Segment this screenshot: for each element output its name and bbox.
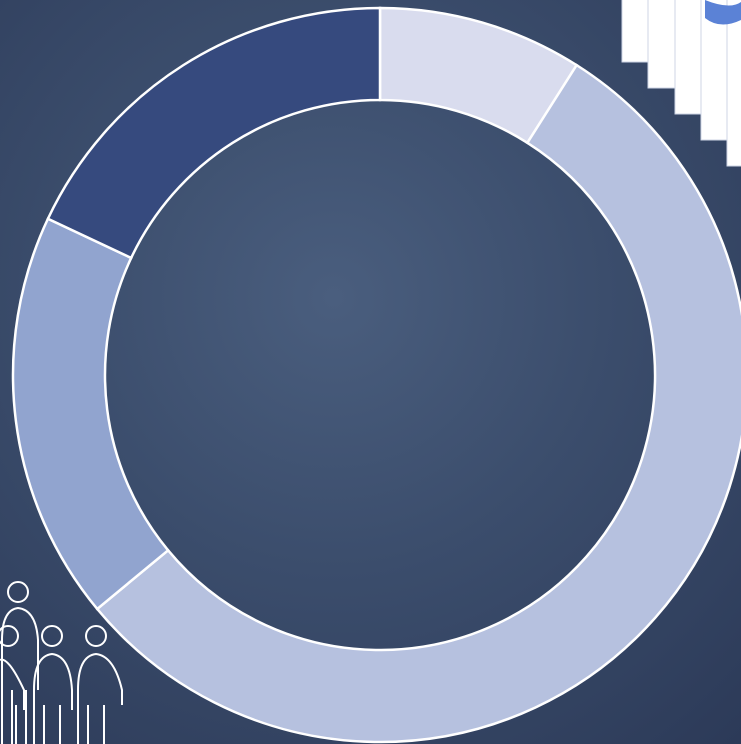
donut-segment [95, 63, 741, 744]
donut-segment [46, 6, 382, 260]
donut [11, 6, 741, 744]
thumbnail [726, 0, 741, 167]
thumbnails [621, 0, 741, 167]
people-icon [0, 581, 123, 744]
donut-segment [11, 217, 170, 611]
thumbnail-graphic [705, 0, 741, 25]
